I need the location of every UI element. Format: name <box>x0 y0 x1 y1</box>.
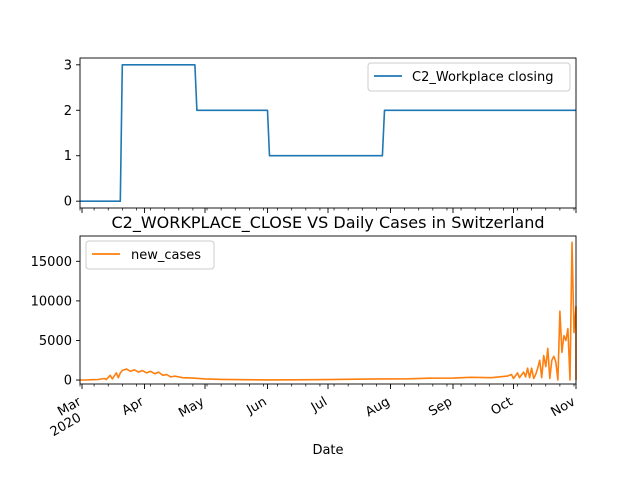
top-legend: C2_Workplace closing <box>367 62 571 92</box>
top-x-ticks <box>79 208 577 213</box>
bottom-y-tick-label: 0 <box>64 374 72 389</box>
bottom-legend: new_cases <box>85 240 215 270</box>
bottom-series-layer <box>80 241 577 381</box>
bottom-y-tick-label: 5000 <box>39 334 72 349</box>
top-series-layer <box>80 64 576 202</box>
top-series-line-0 <box>80 64 576 202</box>
top-y-ticks: 0 1 2 3 <box>64 58 80 210</box>
x-axis-label: Date <box>312 443 343 458</box>
top-y-tick-label: 0 <box>64 195 72 210</box>
top-y-tick-label: 3 <box>64 58 72 73</box>
top-y-tick-label: 2 <box>64 104 72 119</box>
bottom-y-ticks: 0 5000 10000 15000 <box>31 255 80 389</box>
top-legend-box <box>367 62 571 92</box>
bottom-series-line-0 <box>80 241 577 381</box>
bottom-legend-box <box>85 240 215 270</box>
bottom-legend-label: new_cases <box>131 248 201 263</box>
chart-title: C2_WORKPLACE_CLOSE VS Daily Cases in Swi… <box>111 213 544 233</box>
bottom-y-tick-label: 15000 <box>31 255 72 270</box>
x-tick-label: Jul <box>308 394 330 415</box>
top-legend-label: C2_Workplace closing <box>412 70 553 85</box>
bottom-y-tick-label: 10000 <box>31 294 72 309</box>
top-y-tick-label: 1 <box>64 149 72 164</box>
top-axes: 0 1 2 3 C2_Workplace closing <box>64 57 577 213</box>
